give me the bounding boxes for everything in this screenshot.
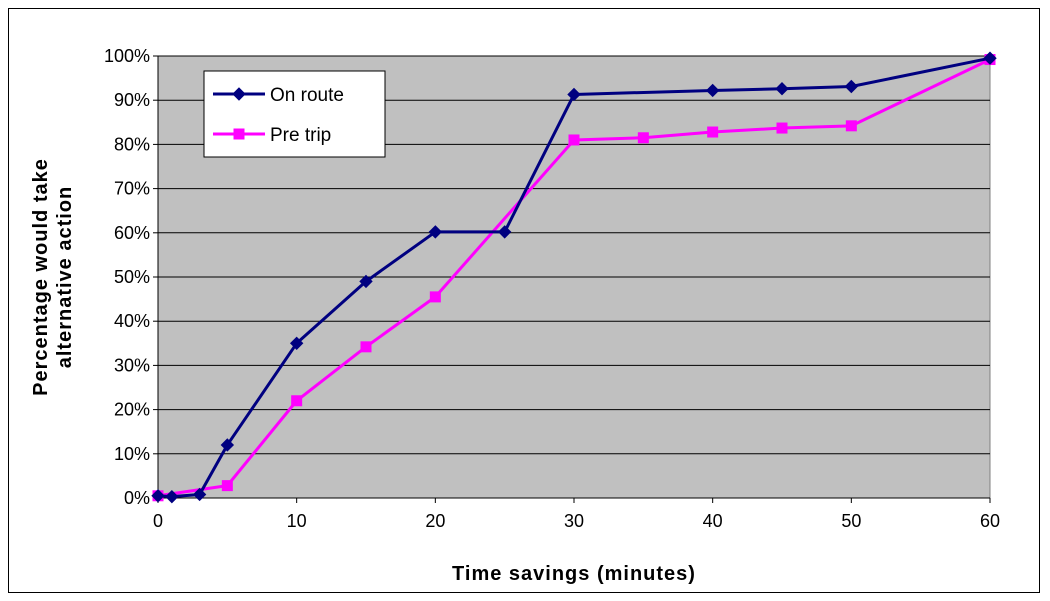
y-tick-label: 20%	[114, 400, 150, 420]
data-point-on-route	[359, 274, 373, 289]
legend-entry-on-route: On route	[213, 85, 344, 106]
x-tick-label: 0	[153, 511, 163, 531]
data-point-on-route	[705, 83, 720, 98]
legend-entry-pre-trip: Pre trip	[213, 125, 331, 146]
chart-frame: 0% 10% 20% 30% 40% 50% 60% 70% 80% 90% 100% 0 10 20 3…	[8, 8, 1040, 593]
data-point-on-route	[289, 336, 304, 351]
x-tick-label: 10	[287, 511, 307, 531]
data-point-on-route	[844, 79, 859, 94]
legend-items: On route Pre trip	[213, 85, 344, 146]
series-layer	[151, 51, 997, 504]
data-point-pre-trip	[221, 480, 233, 492]
y-axis-title-line-2: alternative action	[54, 186, 76, 369]
x-tick-label: 30	[564, 511, 584, 531]
legend-swatch-marker	[232, 87, 246, 101]
data-point-pre-trip	[707, 126, 719, 138]
data-point-pre-trip	[291, 395, 303, 407]
y-axis-title: Percentage would take alternative action	[30, 158, 76, 396]
legend-label: On route	[270, 85, 344, 106]
data-point-on-route	[220, 438, 235, 452]
data-point-on-route	[775, 82, 789, 96]
y-axis-title-line-1: Percentage would take	[30, 158, 52, 396]
x-tick-label: 50	[841, 511, 861, 531]
y-tick-label: 30%	[114, 355, 150, 375]
x-axis-title: Time savings (minutes)	[452, 563, 696, 585]
legend: On route Pre trip	[203, 70, 386, 158]
y-tick-label: 90%	[114, 90, 150, 110]
legend-box	[203, 70, 386, 158]
y-tick-label: 10%	[114, 444, 150, 464]
y-tick-label: 60%	[114, 223, 150, 243]
line-chart: 0% 10% 20% 30% 40% 50% 60% 70% 80% 90% 100% 0 10 20 3…	[30, 46, 1000, 585]
x-tick-label: 60	[980, 511, 1000, 531]
y-tick-label: 40%	[114, 311, 150, 331]
data-point-pre-trip	[360, 341, 372, 353]
y-tick-label: 80%	[114, 134, 150, 154]
x-tick-label: 40	[703, 511, 723, 531]
series-on-route	[151, 51, 997, 504]
legend-swatch-marker	[233, 128, 245, 140]
data-point-on-route	[151, 489, 165, 503]
data-point-pre-trip	[568, 134, 580, 146]
data-point-on-route	[192, 487, 207, 502]
data-point-pre-trip	[776, 122, 788, 134]
data-point-pre-trip	[429, 291, 441, 303]
data-point-on-route	[497, 225, 512, 239]
data-point-on-route	[165, 489, 179, 504]
legend-label: Pre trip	[270, 125, 331, 146]
y-tick-label: 70%	[114, 179, 150, 199]
x-axis-ticks: 0 10 20 30 40 50 60	[153, 498, 1000, 531]
data-point-pre-trip	[845, 120, 857, 132]
y-tick-label: 100%	[104, 46, 150, 66]
x-tick-label: 20	[425, 511, 445, 531]
data-point-pre-trip	[637, 132, 649, 144]
data-point-on-route	[983, 51, 997, 65]
y-tick-label: 0%	[124, 488, 150, 508]
data-point-on-route	[428, 225, 443, 239]
y-tick-label: 50%	[114, 267, 150, 287]
data-point-on-route	[567, 87, 581, 102]
